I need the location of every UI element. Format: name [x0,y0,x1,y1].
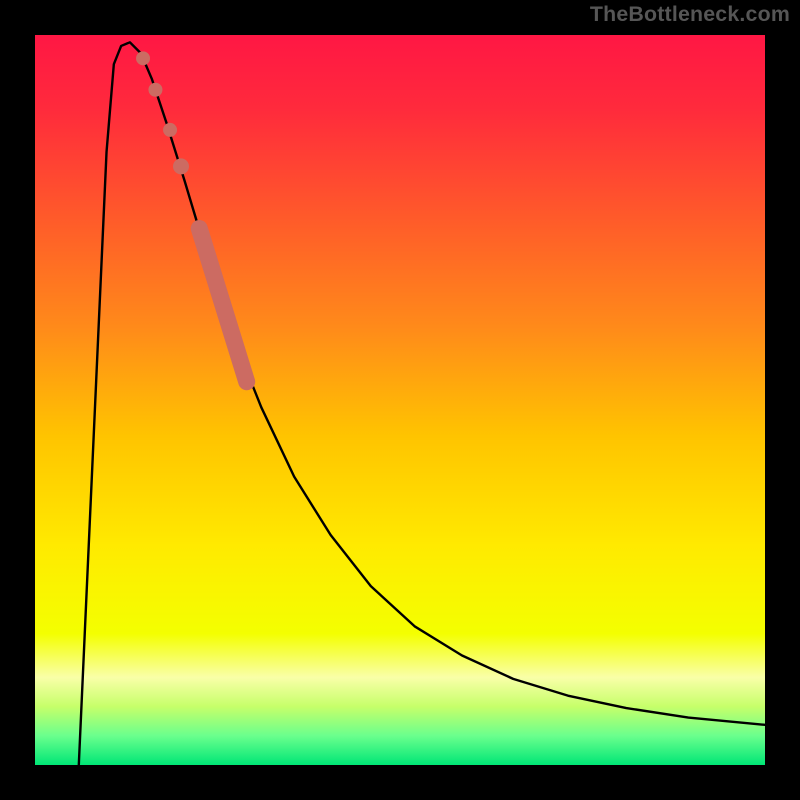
marker-dot [148,83,162,97]
marker-dot [163,123,177,137]
watermark-text: TheBottleneck.com [590,2,790,27]
marker-dot [173,158,189,174]
chart-stage: TheBottleneck.com [0,0,800,800]
marker-dot [136,51,150,65]
chart-svg [0,0,800,800]
heat-gradient-area [35,35,765,765]
